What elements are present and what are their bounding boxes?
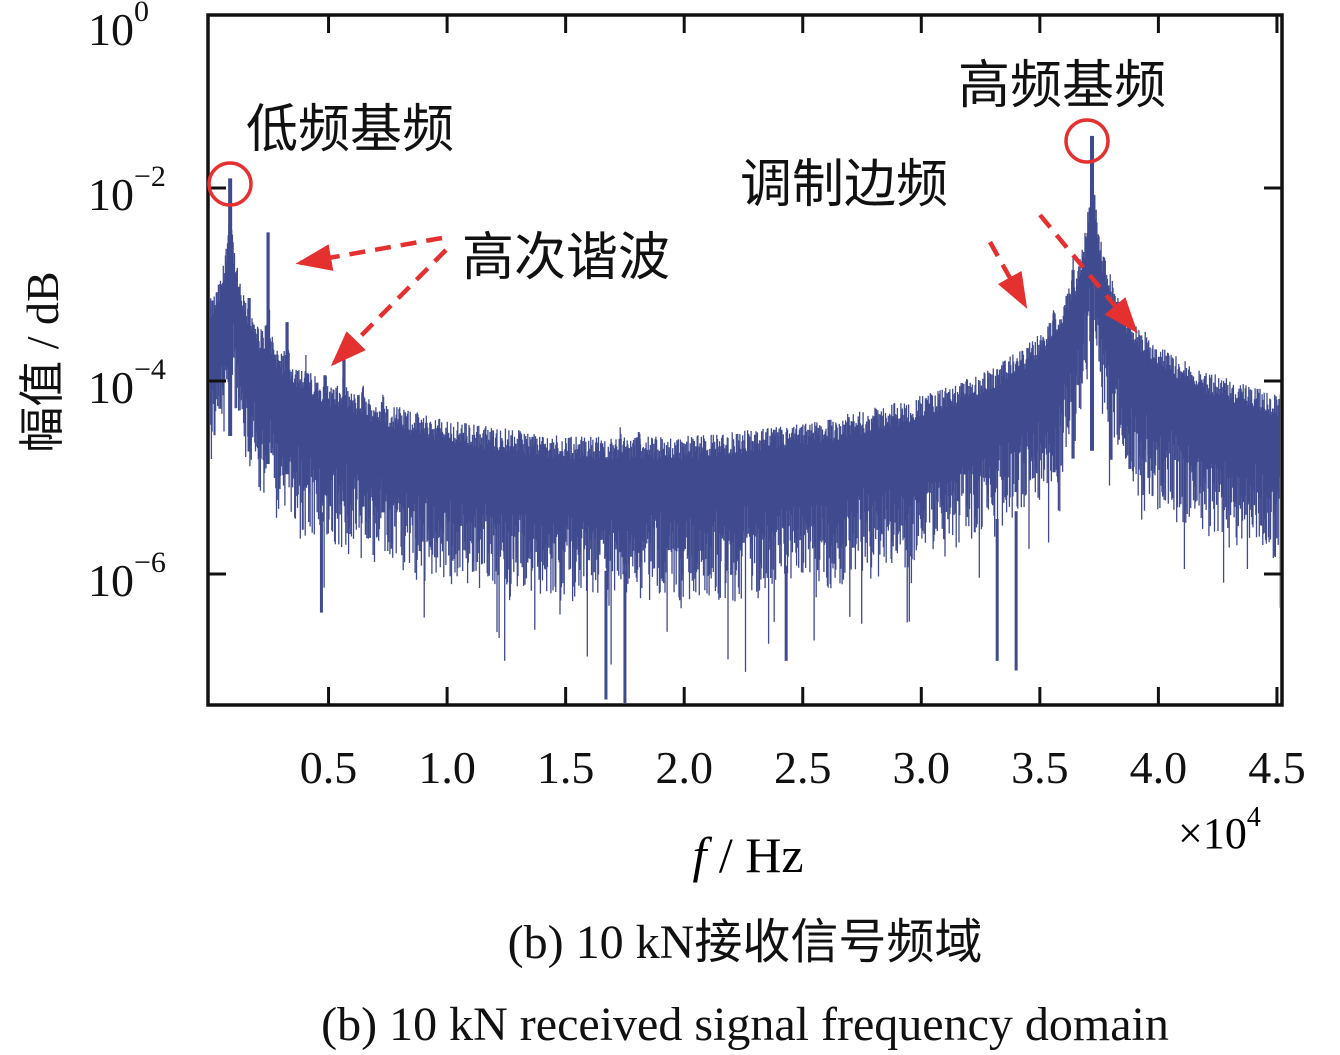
- x-tick-label: 3.0: [893, 742, 951, 793]
- annotation-harmonics: 高次谐波: [462, 230, 670, 287]
- plot-frame: [206, 13, 1284, 707]
- y-tick-base: 10: [88, 362, 134, 413]
- arrow-sideband-left: [988, 240, 1028, 309]
- annotation-high-fundamental: 高频基频: [958, 58, 1166, 115]
- low-fundamental-circle: [207, 161, 253, 207]
- y-tick-exp: −6: [134, 546, 166, 579]
- y-tick-exp: −4: [134, 353, 166, 386]
- annotation-low-fundamental: 低频基频: [246, 102, 454, 159]
- y-tick-base: 10: [88, 169, 134, 220]
- caption-zh-rest: 接收信号频域: [694, 916, 982, 969]
- y-tick-exp: 0: [134, 0, 149, 28]
- y-tick-base: 10: [88, 555, 134, 606]
- high-fundamental-circle: [1064, 118, 1110, 164]
- y-axis-label: 幅值 / dB: [17, 271, 68, 452]
- x-tick-label: 3.5: [1011, 742, 1069, 793]
- y-tick-exp: −2: [134, 160, 166, 193]
- x-axis-label: f / Hz: [692, 827, 803, 883]
- arrow-harmonics-1: [295, 235, 443, 271]
- annotation-sidebands: 调制边频: [740, 157, 948, 214]
- y-tick-label: 10−2: [88, 160, 166, 220]
- x-axis-label-unit: / Hz: [706, 827, 803, 883]
- spectrum-noise: [210, 159, 1280, 672]
- x-multiplier-exp: 4: [1247, 802, 1261, 833]
- y-tick-label: 10−4: [88, 353, 166, 413]
- x-tick-label: 4.0: [1130, 742, 1188, 793]
- x-tick-label: 0.5: [300, 742, 358, 793]
- y-tick-base: 10: [88, 4, 134, 55]
- arrow-harmonics-2: [330, 248, 448, 367]
- y-tick-label: 10−6: [88, 546, 166, 606]
- x-tick-label: 1.0: [418, 742, 476, 793]
- x-tick-label: 2.0: [655, 742, 713, 793]
- x-tick-label: 2.5: [774, 742, 832, 793]
- x-multiplier-base: ×10: [1178, 809, 1247, 858]
- x-multiplier: ×104: [1178, 802, 1261, 858]
- caption-zh-prefix: (b) 10 kN: [508, 916, 695, 969]
- spectrum-series: [210, 135, 1280, 703]
- x-axis: 0.5 1.0 1.5 2.0 2.5 3.0 3.5 4.0 4.5: [300, 15, 1306, 793]
- caption-zh: (b) 10 kN接收信号频域: [508, 916, 983, 969]
- y-tick-label: 100: [88, 0, 149, 55]
- x-tick-label: 4.5: [1248, 742, 1306, 793]
- caption-en: (b) 10 kN received signal frequency doma…: [321, 998, 1169, 1051]
- x-tick-label: 1.5: [537, 742, 595, 793]
- annotation-arrows: [295, 213, 1138, 367]
